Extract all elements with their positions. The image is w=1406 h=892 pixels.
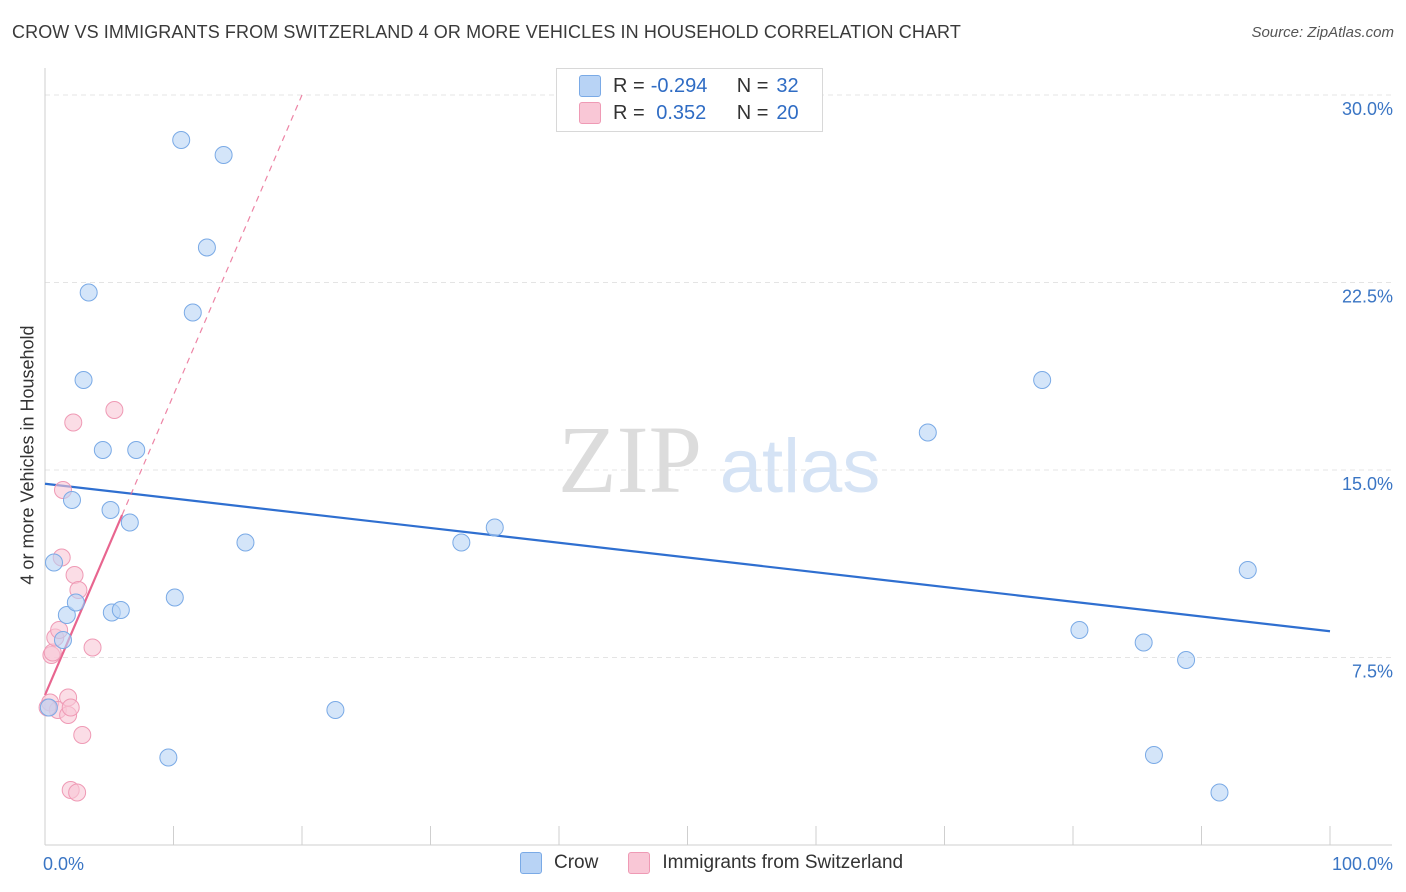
crow-point	[1135, 634, 1152, 651]
trend-lines	[45, 95, 1330, 695]
watermark: ZIP atlas	[558, 406, 880, 513]
crow-point	[1239, 562, 1256, 579]
x-tick-label: 0.0%	[43, 854, 84, 874]
y-axis-label: 4 or more Vehicles in Household	[18, 325, 39, 584]
crow-point	[1145, 747, 1162, 764]
series-legend: Crow Immigrants from Switzerland	[520, 852, 933, 874]
y-tick-label: 22.5%	[1342, 287, 1393, 307]
swiss-point	[65, 414, 82, 431]
crow-point	[1178, 652, 1195, 669]
swiss-point	[69, 784, 86, 801]
swiss-trend-dashed	[122, 95, 302, 515]
stats-legend: R = -0.294 N = 32 R = 0.352 N = 20	[556, 68, 823, 132]
swiss-point	[84, 639, 101, 656]
crow-point	[112, 602, 129, 619]
crow-point	[453, 534, 470, 551]
swiss-legend-label: Immigrants from Switzerland	[662, 852, 903, 874]
crow-point	[128, 442, 145, 459]
crow-point	[80, 284, 97, 301]
crow-point	[215, 147, 232, 164]
watermark-atlas: atlas	[720, 424, 881, 509]
legend-row-crow: R = -0.294 N = 32	[579, 73, 799, 99]
crow-point	[121, 514, 138, 531]
crow-point	[45, 554, 62, 571]
swiss-point	[106, 402, 123, 419]
n-value: 20	[776, 102, 798, 125]
crow-point	[919, 424, 936, 441]
crow-point	[237, 534, 254, 551]
swiss-legend-swatch	[628, 852, 650, 874]
crow-point	[486, 519, 503, 536]
watermark-zip: ZIP	[558, 406, 702, 513]
crow-point	[40, 699, 57, 716]
r-value: -0.294	[651, 75, 719, 98]
crow-point	[63, 492, 80, 509]
n-value: 32	[776, 75, 798, 98]
r-label: R =	[613, 102, 645, 125]
y-tick-label: 7.5%	[1352, 662, 1393, 682]
crow-point	[166, 589, 183, 606]
crow-point	[94, 442, 111, 459]
crow-point	[184, 304, 201, 321]
scatter-chart: ZIP atlas 7.5% 15.0% 22.5% 30.0% 0.0% 100.0%	[0, 0, 1406, 892]
crow-legend-swatch	[520, 852, 542, 874]
crow-point	[67, 594, 84, 611]
n-label: N =	[737, 75, 769, 98]
crow-swatch	[579, 75, 601, 97]
x-tick-label: 100.0%	[1332, 854, 1393, 874]
crow-point	[160, 749, 177, 766]
gridlines	[45, 95, 1392, 658]
crow-point	[102, 502, 119, 519]
tick-labels: 7.5% 15.0% 22.5% 30.0% 0.0% 100.0%	[43, 99, 1393, 874]
n-label: N =	[737, 102, 769, 125]
crow-point	[54, 632, 71, 649]
swiss-point	[66, 567, 83, 584]
swiss-point	[74, 727, 91, 744]
y-tick-label: 15.0%	[1342, 474, 1393, 494]
axes	[45, 68, 1392, 845]
crow-point	[1071, 622, 1088, 639]
crow-point	[173, 132, 190, 149]
swiss-point	[62, 699, 79, 716]
y-tick-label: 30.0%	[1342, 99, 1393, 119]
legend-item-crow: Crow	[520, 852, 598, 874]
legend-row-swiss: R = 0.352 N = 20	[579, 100, 799, 126]
crow-point	[1034, 372, 1051, 389]
crow-point	[198, 239, 215, 256]
swiss-swatch	[579, 102, 601, 124]
crow-legend-label: Crow	[554, 852, 598, 874]
legend-item-swiss: Immigrants from Switzerland	[628, 852, 903, 874]
crow-point	[1211, 784, 1228, 801]
crow-point	[75, 372, 92, 389]
r-label: R =	[613, 75, 645, 98]
r-value: 0.352	[651, 102, 719, 125]
crow-point	[327, 702, 344, 719]
